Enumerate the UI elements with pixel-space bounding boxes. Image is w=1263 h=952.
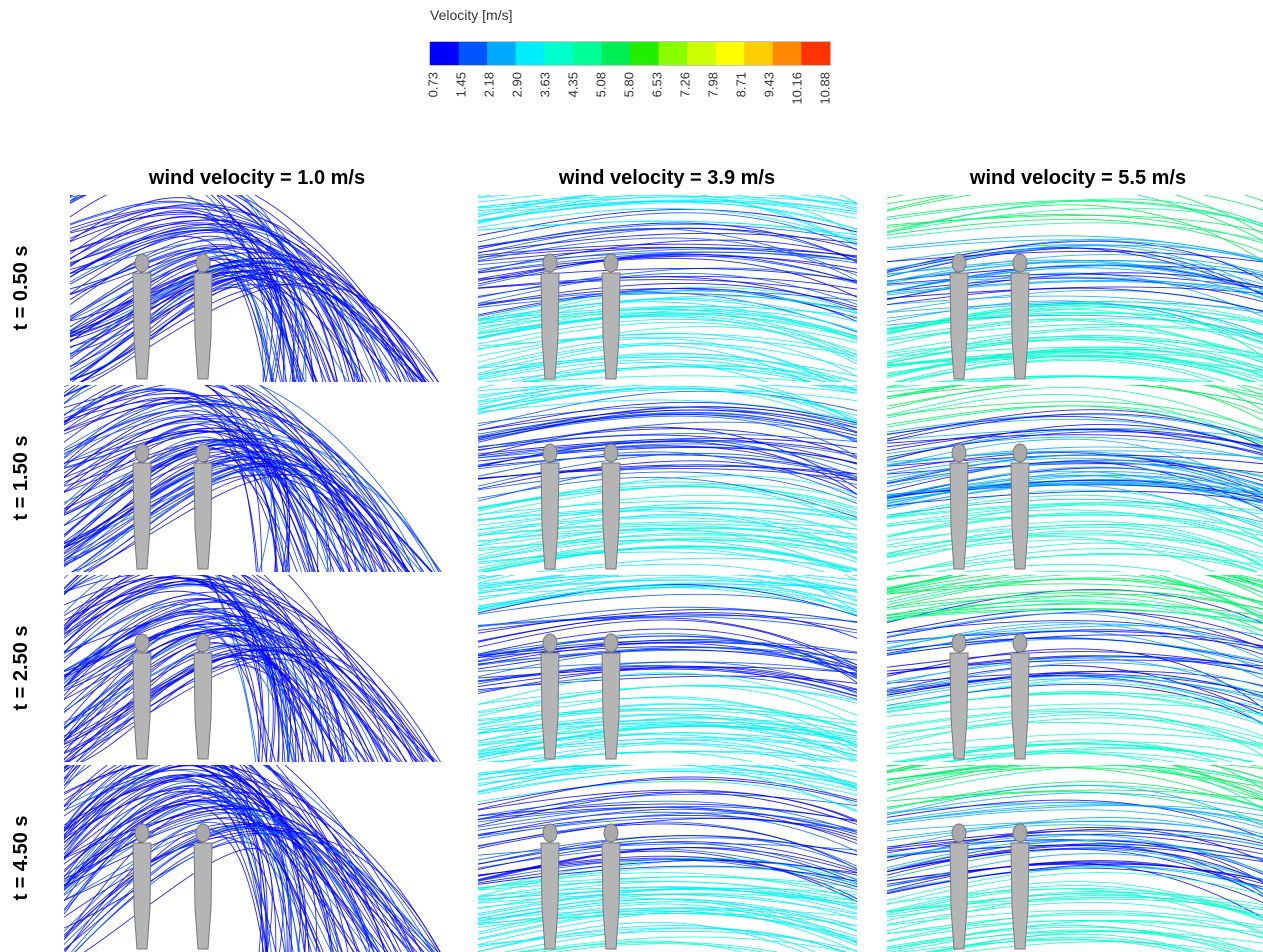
human-body (602, 843, 620, 949)
legend-swatch (601, 42, 630, 65)
human-head (604, 634, 618, 652)
legend-tick-label: 1.45 (453, 72, 468, 97)
human-head (604, 254, 618, 272)
legend-swatch (430, 42, 459, 65)
legend-tick-label: 5.80 (621, 72, 636, 97)
legend-tick-label: 8.71 (733, 72, 748, 97)
human-head (952, 254, 966, 272)
human-head (1013, 824, 1027, 842)
legend-tick-label: 10.16 (789, 72, 804, 105)
row-label: t = 0.50 s (10, 245, 32, 330)
human-head (1013, 444, 1027, 462)
human-head (135, 824, 149, 842)
human-head (1013, 634, 1027, 652)
human-head (196, 824, 210, 842)
human-head (952, 444, 966, 462)
flow-panel (478, 359, 862, 600)
flow-panel (70, 158, 448, 393)
human-head (1013, 254, 1027, 272)
flow-panel (887, 358, 1263, 597)
legend-tick-label: 2.18 (481, 72, 496, 97)
legend-title: Velocity [m/s] (430, 7, 512, 23)
human-body (194, 273, 212, 379)
human-head (604, 824, 618, 842)
human-head (543, 254, 557, 272)
human-body (194, 463, 212, 569)
legend-swatch (773, 42, 802, 65)
legend-swatch (659, 42, 688, 65)
legend-swatch (544, 42, 573, 65)
figure: Velocity [m/s] 0.73 1.45 2.18 2.90 3.63 4.35 5… (0, 0, 1263, 952)
human-body (541, 653, 559, 759)
human-body (602, 653, 620, 759)
flow-panel (887, 738, 1263, 952)
human-body (194, 653, 212, 759)
flow-panel (478, 536, 862, 797)
legend-swatch (487, 42, 516, 65)
human-head (952, 634, 966, 652)
human-body (950, 843, 968, 949)
human-head (543, 444, 557, 462)
flow-panel (887, 171, 1263, 407)
legend-swatch (716, 42, 745, 65)
column-header: wind velocity = 5.5 m/s (969, 167, 1186, 189)
human-body (602, 463, 620, 569)
legend-tick-label: 5.08 (593, 72, 608, 97)
row-label: t = 4.50 s (10, 815, 32, 900)
legend-swatch (573, 42, 602, 65)
human-head (543, 634, 557, 652)
flow-panel (887, 551, 1263, 798)
human-head (135, 444, 149, 462)
human-body (541, 463, 559, 569)
human-head (604, 444, 618, 462)
legend-swatch (459, 42, 488, 65)
human-body (133, 273, 151, 379)
human-body (950, 653, 968, 759)
legend-swatch (630, 42, 659, 65)
legend-swatch (744, 42, 773, 65)
legend-swatch (801, 42, 830, 65)
column-header: wind velocity = 3.9 m/s (558, 167, 775, 189)
human-body (194, 843, 212, 949)
legend-tick-label: 4.35 (565, 72, 580, 97)
legend-swatch (516, 42, 545, 65)
legend-tick-label: 10.88 (817, 72, 832, 105)
human-body (1011, 653, 1029, 759)
human-body (1011, 463, 1029, 569)
human-head (196, 444, 210, 462)
legend-swatch (687, 42, 716, 65)
human-head (135, 634, 149, 652)
human-body (602, 273, 620, 379)
legend-tick-label: 6.53 (649, 72, 664, 97)
human-head (952, 824, 966, 842)
legend-tick-label: 0.73 (425, 72, 440, 97)
human-head (135, 254, 149, 272)
human-body (541, 843, 559, 949)
human-body (1011, 273, 1029, 379)
human-body (133, 843, 151, 949)
human-body (541, 273, 559, 379)
row-label: t = 2.50 s (10, 625, 32, 710)
flow-panel (478, 738, 862, 952)
legend-tick-label: 9.43 (761, 72, 776, 97)
legend-tick-label: 2.90 (509, 72, 524, 97)
human-head (196, 254, 210, 272)
human-head (543, 824, 557, 842)
human-body (950, 463, 968, 569)
row-label: t = 1.50 s (10, 435, 32, 520)
legend-tick-label: 3.63 (537, 72, 552, 97)
human-body (950, 273, 968, 379)
legend-tick-label: 7.98 (705, 72, 720, 97)
human-body (133, 653, 151, 759)
human-head (196, 634, 210, 652)
human-body (133, 463, 151, 569)
legend-tick-label: 7.26 (677, 72, 692, 97)
column-header: wind velocity = 1.0 m/s (148, 167, 365, 189)
human-body (1011, 843, 1029, 949)
